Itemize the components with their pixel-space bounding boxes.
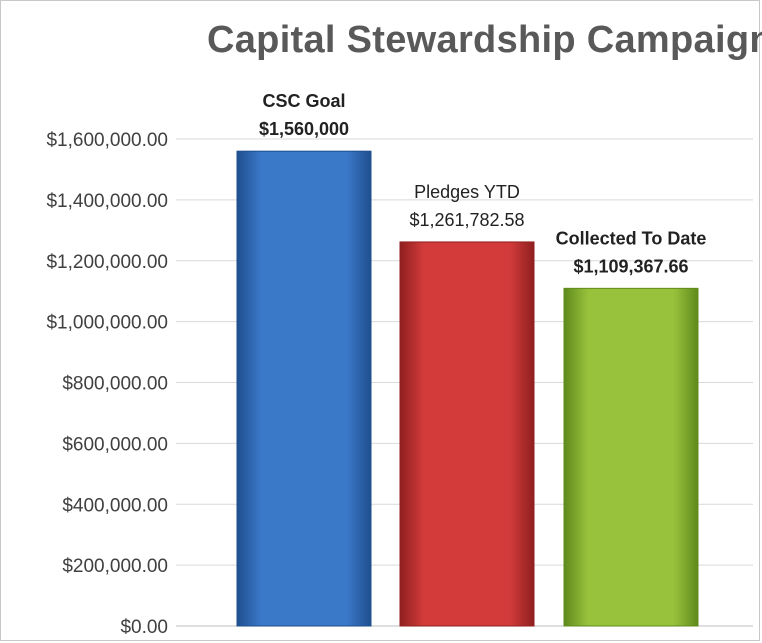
data-label-value: $1,109,367.66 xyxy=(573,256,688,276)
bar-csc-goal xyxy=(236,150,372,627)
y-tick-label: $1,600,000.00 xyxy=(46,130,168,151)
data-label-category: Collected To Date xyxy=(556,228,707,248)
y-tick-label: $1,400,000.00 xyxy=(46,191,168,212)
y-tick-label: $0.00 xyxy=(120,617,168,638)
y-tick-label: $600,000.00 xyxy=(62,434,168,455)
y-tick-label: $1,000,000.00 xyxy=(46,313,168,334)
data-label-category: CSC Goal xyxy=(262,91,345,111)
data-label-value: $1,560,000 xyxy=(259,119,349,139)
y-axis-tick-labels: $0.00 $200,000.00 $400,000.00 $600,000.00 $8… xyxy=(46,130,168,638)
y-tick-label: $200,000.00 xyxy=(62,556,168,577)
y-tick-label: $800,000.00 xyxy=(62,374,168,395)
y-tick-label: $400,000.00 xyxy=(62,495,168,516)
bars xyxy=(236,150,699,627)
chart-title: Capital Stewardship Campaign xyxy=(207,19,762,61)
bar-pledges-ytd xyxy=(399,241,535,627)
data-label-category: Pledges YTD xyxy=(414,182,520,202)
bar-collected-to-date xyxy=(563,287,699,627)
data-label-value: $1,261,782.58 xyxy=(409,210,524,230)
y-tick-label: $1,200,000.00 xyxy=(46,252,168,273)
data-labels: CSC Goal $1,560,000 Pledges YTD $1,261,782.… xyxy=(259,91,706,276)
